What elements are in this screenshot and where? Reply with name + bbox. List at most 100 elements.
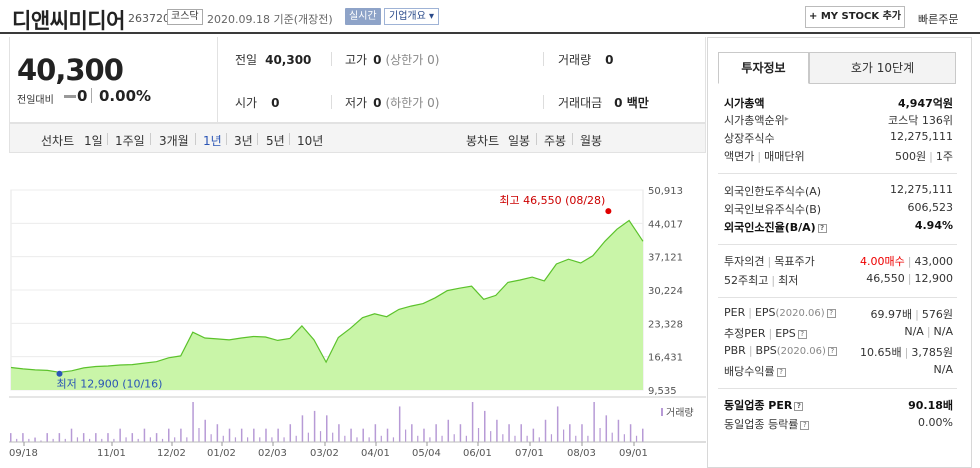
eps-date: (2020.06): [775, 308, 825, 319]
volume-bar: [234, 437, 237, 442]
volume-bar: [642, 428, 644, 442]
divider: [536, 133, 537, 145]
candle-monthly[interactable]: 월봉: [580, 134, 603, 148]
period-3y[interactable]: 3년: [234, 134, 253, 148]
tab-orderbook[interactable]: 호가 10단계: [809, 52, 956, 84]
par-value-value: 500원: [895, 150, 927, 163]
volume-bar: [210, 434, 212, 442]
opinion-value: 4.00매수: [860, 255, 905, 268]
w52-low-value: 12,900: [914, 272, 954, 285]
period-10y[interactable]: 10년: [297, 134, 324, 148]
help-icon[interactable]: ?: [827, 347, 837, 356]
divider: |: [771, 274, 776, 287]
volume-value: 0: [605, 53, 614, 67]
open-value: 0: [271, 96, 280, 110]
x-tick-label: 04/01: [361, 448, 390, 459]
volume-bar: [307, 432, 309, 442]
bps-value: 3,785원: [911, 346, 953, 359]
divider: [543, 95, 544, 109]
divider: |: [915, 308, 919, 321]
bps-label: BPS: [755, 344, 777, 357]
help-icon[interactable]: ?: [800, 421, 810, 430]
lower-limit: (하한가 0): [385, 96, 440, 110]
quick-order-button[interactable]: 빠른주문: [918, 13, 959, 26]
candle-daily[interactable]: 일봉: [508, 134, 531, 148]
volume-bar: [514, 435, 516, 442]
help-icon[interactable]: ?: [794, 402, 804, 411]
volume-bar: [52, 438, 54, 442]
stock-header: 디앤씨미디어 263720 코스닥 2020.09.18 기준(개장전) 실시간…: [0, 0, 980, 34]
volume-bar: [125, 437, 127, 442]
info-row: 액면가 | 매매단위 500원 | 1주: [724, 148, 953, 164]
volume-bar: [319, 431, 322, 442]
volume-bar: [143, 428, 146, 442]
period-5y[interactable]: 5년: [266, 134, 285, 148]
y-tick-label: 44,017: [648, 219, 683, 230]
price-chart: 50,913 44,017 37,121 30,224 23,328 16,431 9,53…: [9, 153, 706, 468]
period-3m[interactable]: 3개월: [159, 134, 189, 148]
help-icon[interactable]: ?: [817, 224, 827, 233]
superscript-icon: ▸: [784, 114, 789, 123]
price-line: [10, 219, 644, 373]
volume-stat: 거래량 0: [558, 51, 613, 68]
x-tick-label: 02/03: [258, 448, 287, 459]
info-row: 상장주식수 12,275,111: [724, 130, 953, 146]
volume-bar: [168, 428, 170, 442]
volume-bar: [204, 419, 206, 442]
volume-bar: [289, 424, 292, 442]
volume-bar: [338, 424, 340, 442]
volume-bar: [216, 424, 219, 442]
help-icon[interactable]: ?: [797, 330, 807, 339]
per-label: PER: [724, 306, 746, 319]
volume-bar: [459, 424, 462, 442]
tab-investment-info[interactable]: 투자정보: [718, 52, 809, 84]
period-1w[interactable]: 1주일: [115, 134, 145, 148]
open-label: 시가: [235, 96, 258, 110]
x-tick-label: 09/01: [619, 448, 648, 459]
volume-bar: [569, 424, 571, 442]
listed-shares-label: 상장주식수: [724, 132, 775, 145]
help-icon[interactable]: ?: [776, 368, 786, 377]
foreign-ratio-label: 외국인소진율(B/A): [724, 221, 816, 234]
market-cap-rank-label: 시가총액순위: [724, 114, 785, 127]
period-1d[interactable]: 1일: [84, 134, 103, 148]
volume-bar: [332, 432, 334, 442]
volume-bar: [131, 433, 134, 442]
low-value: 0: [373, 96, 382, 110]
volume-bar: [174, 437, 176, 442]
y-tick-label: 16,431: [648, 353, 683, 364]
volume-bar: [556, 406, 559, 442]
candle-weekly[interactable]: 주봉: [544, 134, 567, 148]
volume-bar: [453, 434, 455, 442]
price-area: [11, 220, 643, 390]
add-my-stock-button[interactable]: + MY STOCK 추가: [805, 6, 905, 28]
volume-bar: [465, 435, 467, 442]
w52-high-label: 52주최고: [724, 274, 769, 287]
market-cap-rank-value: 코스닥 136위: [888, 114, 953, 127]
divider: [718, 244, 957, 245]
prev-close-stat: 전일 40,300: [235, 51, 311, 68]
x-tick-label: 07/01: [515, 448, 544, 459]
volume-bar: [295, 435, 297, 442]
period-1y[interactable]: 1년: [203, 134, 222, 148]
help-icon[interactable]: ?: [826, 309, 836, 318]
change-percent: 0.00%: [99, 87, 152, 105]
volume-bar: [392, 437, 395, 442]
est-per-value: N/A: [904, 325, 924, 338]
realtime-button[interactable]: 실시간: [345, 8, 381, 25]
volume-bar: [593, 402, 595, 442]
company-overview-dropdown[interactable]: 기업개요 ▾: [384, 8, 439, 25]
w52-high-value: 46,550: [866, 272, 905, 285]
info-row: 배당수익률? N/A: [724, 363, 953, 379]
change-value: 0: [77, 87, 88, 105]
volume-bar: [107, 433, 109, 442]
volume-bar: [265, 428, 267, 442]
volume-bar: [629, 424, 632, 442]
foreign-limit-label: 외국인한도주식수(A): [724, 185, 822, 198]
volume-bar: [484, 410, 486, 442]
y-tick-label: 23,328: [648, 319, 683, 330]
volume-legend-swatch: [661, 408, 663, 416]
divider: |: [748, 344, 753, 357]
prev-close-value: 40,300: [265, 53, 312, 67]
info-row: PER | EPS(2020.06)? 69.97배 | 576원: [724, 306, 953, 322]
